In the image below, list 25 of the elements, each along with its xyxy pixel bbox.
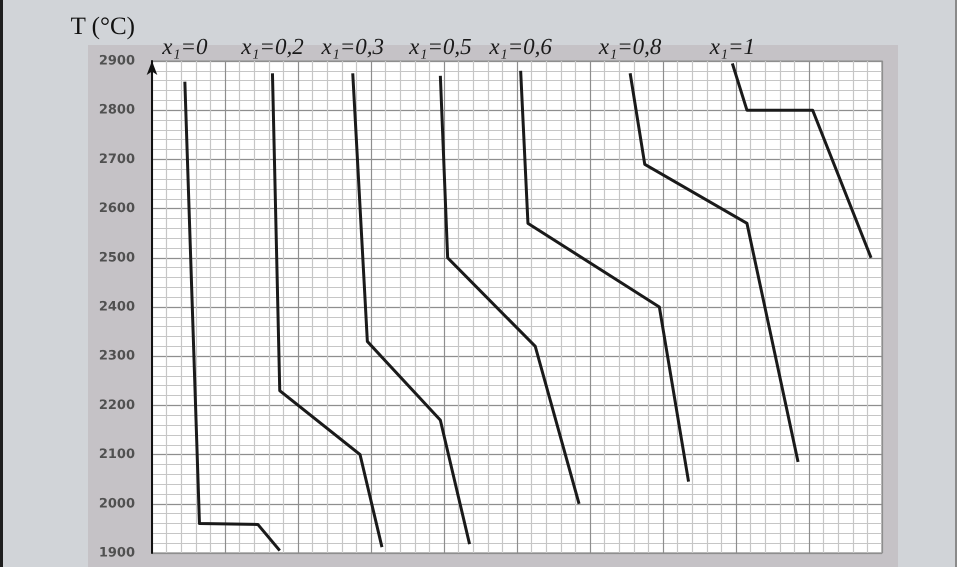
y-tick-label: 2700 — [98, 152, 135, 167]
y-tick-label: 2300 — [98, 348, 135, 364]
series-label: x₁=0,8 — [598, 34, 662, 59]
series-label: x₁=0,5 — [408, 34, 472, 59]
y-tick-label: 1900 — [98, 546, 135, 560]
y-tick-label: 2200 — [98, 398, 135, 413]
y-tick-label: 2500 — [98, 250, 135, 266]
series-label: x₁=0,3 — [320, 34, 384, 59]
line-series — [270, 72, 384, 549]
line-series — [628, 72, 800, 464]
y-tick-label: 2600 — [98, 201, 135, 216]
y-axis-title: T (°C) — [70, 13, 135, 40]
y-tick-label: 2400 — [98, 300, 135, 314]
series-label: x₁=0,6 — [488, 34, 552, 59]
y-tick-label: 2100 — [98, 447, 135, 462]
series-label: x₁=1 — [708, 34, 755, 59]
y-tick-label: 2000 — [98, 496, 135, 512]
line-series — [519, 69, 690, 484]
line-series — [183, 80, 282, 552]
series-label: x₁=0,2 — [240, 34, 304, 59]
series-label: x₁=0 — [161, 34, 208, 59]
y-tick-label: 2800 — [98, 102, 135, 118]
line-series — [438, 74, 581, 506]
y-tick-label: 2900 — [98, 54, 135, 68]
line-series — [351, 72, 472, 546]
